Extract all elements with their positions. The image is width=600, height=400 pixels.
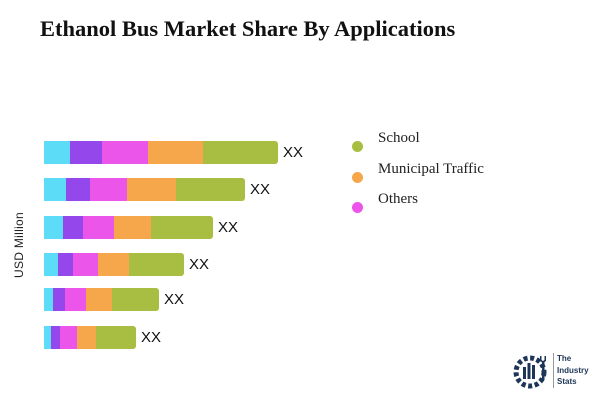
bar-row (44, 326, 136, 349)
brand-logo: The Industry Stats (512, 350, 597, 392)
bar-segment (63, 216, 83, 239)
bar-segment (127, 178, 176, 201)
bar-segment (148, 141, 203, 164)
bar-segment (65, 288, 86, 311)
bar-segment (44, 288, 53, 311)
bar-segment (203, 141, 278, 164)
bar-row (44, 288, 159, 311)
bar-segment (98, 253, 129, 276)
bar-segment (60, 326, 77, 349)
bar-row (44, 216, 213, 239)
logo-divider (553, 353, 554, 388)
bar-segment (83, 216, 114, 239)
bar-segment (77, 326, 96, 349)
bar-segment (102, 141, 148, 164)
bar-segment (44, 326, 51, 349)
bar-value-label: XX (141, 329, 162, 346)
bar-segment (66, 178, 90, 201)
legend-dot-icon (352, 141, 363, 152)
bar-segment (53, 288, 65, 311)
bar-segment (44, 253, 58, 276)
bar-segment (73, 253, 98, 276)
bar-segment (44, 178, 66, 201)
bar-row (44, 178, 245, 201)
bar-value-label: XX (218, 219, 239, 236)
bar-segment (129, 253, 184, 276)
bar-row (44, 141, 278, 164)
bar-value-label: XX (250, 181, 271, 198)
bar-value-label: XX (189, 256, 210, 273)
bar-segment (96, 326, 136, 349)
bar-segment (114, 216, 151, 239)
bar-segment (44, 141, 70, 164)
legend-dot-icon (352, 171, 363, 183)
bar-segment (51, 326, 60, 349)
gear-chart-icon (513, 355, 547, 389)
bar-segment (90, 178, 127, 201)
bar-row (44, 253, 184, 276)
bar-segment (70, 141, 102, 164)
legend-dot-icon (352, 202, 363, 213)
bar-segment (86, 288, 112, 311)
bar-segment (112, 288, 159, 311)
bar-value-label: XX (283, 144, 304, 161)
logo-text: The Industry Stats (557, 354, 589, 386)
bar-segment (58, 253, 73, 276)
chart-title: Ethanol Bus Market Share By Applications (40, 16, 456, 41)
bar-value-label: XX (164, 291, 185, 308)
bar-segment (44, 216, 63, 239)
bar-segment (176, 178, 245, 201)
bar-segment (151, 216, 213, 239)
